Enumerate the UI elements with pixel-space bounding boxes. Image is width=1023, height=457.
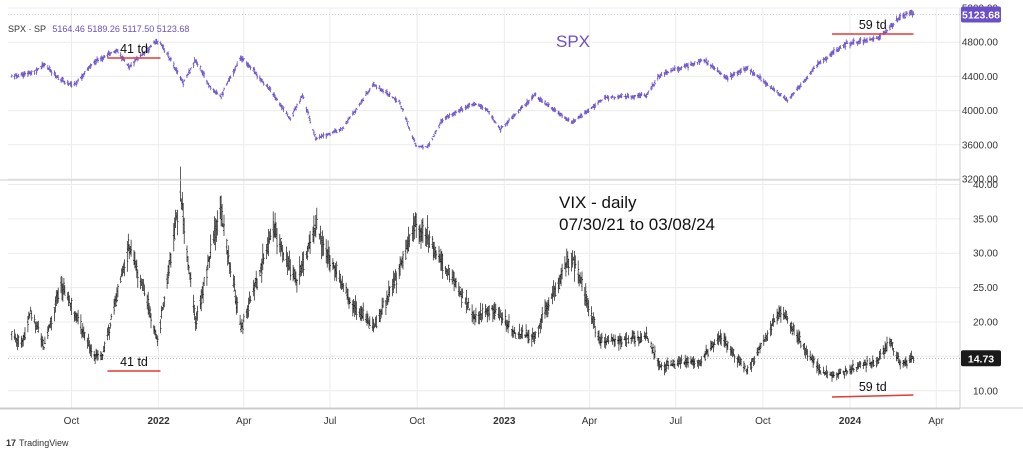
last-value-labels: 5123.68 14.73 [8, 6, 1001, 367]
vix-y-tick-label: 40.00 [973, 180, 998, 191]
spx-y-tick-label: 3600.00 [962, 140, 999, 151]
vix-y-tick-label: 25.00 [973, 283, 998, 294]
vix-y-tick-label: 10.00 [973, 386, 998, 397]
vix-y-tick-label: 35.00 [973, 214, 998, 225]
spx-title: SPX [556, 32, 590, 51]
spx-y-tick-label: 4000.00 [962, 106, 999, 117]
vix-last-value-badge [961, 350, 1001, 367]
vix-title: VIX - daily [559, 193, 637, 212]
axes [0, 8, 1023, 410]
x-tick-label: Oct [755, 416, 771, 427]
spx-y-tick-label: 3200.00 [962, 175, 999, 186]
spx-y-tick-label: 4800.00 [962, 38, 999, 49]
spx-annotation-label: 41 td [120, 42, 148, 56]
symbol-name: SPX · SP [8, 24, 46, 34]
annotations: 41 td 59 td 41 td 59 td [107, 18, 914, 398]
vix-annotation-line [832, 394, 914, 398]
spx-annotation-label: 59 td [859, 18, 887, 32]
x-tick-label: Oct [64, 416, 80, 427]
vix-y-tick-label: 20.00 [973, 318, 998, 329]
x-tick-label: Apr [928, 416, 944, 427]
x-tick-label: Jul [669, 416, 682, 427]
vix-y-tick-label: 30.00 [973, 249, 998, 260]
spx-last-value-badge [961, 6, 1001, 23]
tradingview-logo-text: TradingView [19, 438, 69, 448]
x-tick-label: Apr [236, 416, 252, 427]
x-tick-label: Jul [324, 416, 337, 427]
x-tick-label: 2024 [839, 416, 862, 427]
spx-last-value-text: 5123.68 [962, 10, 1000, 22]
tradingview-logo: 17 TradingView [6, 438, 69, 448]
spx-y-tick-label: 4400.00 [962, 72, 999, 83]
x-tick-label: Apr [582, 416, 598, 427]
vix-series [10, 166, 915, 382]
x-tick-label: Oct [409, 416, 425, 427]
symbol-header: SPX · SP 5164.46 5189.26 5117.50 5123.68 [8, 24, 189, 34]
vix-last-value-text: 14.73 [968, 353, 994, 365]
vix-subtitle: 07/30/21 to 03/08/24 [559, 215, 715, 234]
x-tick-label: 2023 [493, 416, 516, 427]
spx-series [10, 9, 915, 150]
x-tick-label: 2022 [147, 416, 170, 427]
ohlc-values: 5164.46 5189.26 5117.50 5123.68 [52, 24, 190, 34]
vix-annotation-label: 59 td [859, 380, 887, 394]
grid-lines [8, 7, 960, 408]
tradingview-logo-mark: 17 [6, 438, 17, 448]
vix-annotation-label: 41 td [120, 355, 148, 369]
vix-price-bars [10, 166, 915, 382]
spx-price-bars [10, 9, 915, 150]
